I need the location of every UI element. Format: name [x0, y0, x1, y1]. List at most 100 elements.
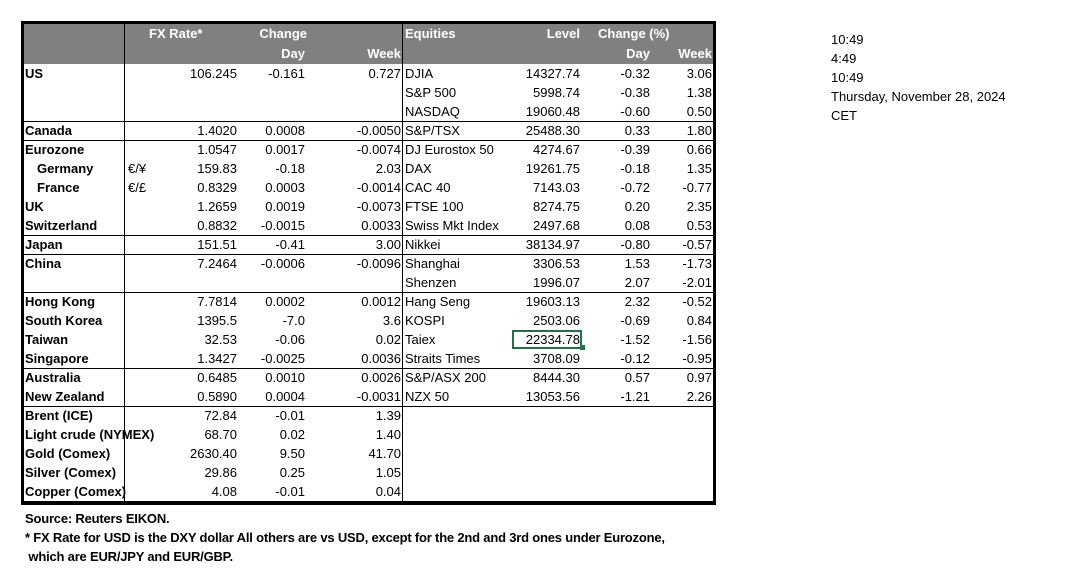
fx-change-day[interactable]: 0.0017	[265, 142, 305, 157]
fx-change-week[interactable]	[307, 273, 402, 292]
fx-change-week[interactable]: -0.0050	[356, 123, 401, 138]
equity-change-day[interactable]: -0.32	[620, 66, 650, 81]
equity-change-week[interactable]: -1.73	[682, 256, 712, 271]
fx-change-week[interactable]: -0.0014	[356, 180, 401, 195]
row-symbol[interactable]	[124, 387, 161, 406]
equity-name[interactable]: Shenzen	[402, 273, 512, 292]
fx-change-day[interactable]: -0.161	[268, 66, 305, 81]
fx-change-week[interactable]	[307, 102, 402, 121]
fx-change-day[interactable]: -0.0015	[260, 218, 305, 233]
equity-change-day[interactable]: -0.12	[620, 351, 650, 366]
equity-name[interactable]: NZX 50	[402, 387, 512, 406]
row-name[interactable]: Japan	[25, 237, 63, 252]
equity-name[interactable]: DAX	[402, 159, 512, 178]
fx-change-day[interactable]: 0.25	[279, 465, 305, 480]
equity-level[interactable]: 19603.13	[525, 294, 580, 309]
fx-change-week[interactable]: 0.727	[368, 66, 401, 81]
fx-rate[interactable]	[161, 102, 239, 121]
fx-rate[interactable]: 0.8832	[197, 218, 237, 233]
fx-change-day[interactable]: -7.0	[282, 313, 305, 328]
fx-rate[interactable]: 106.245	[190, 66, 237, 81]
row-name[interactable]	[24, 102, 124, 121]
row-symbol[interactable]	[124, 64, 161, 83]
equity-change-week[interactable]: -0.52	[682, 294, 712, 309]
equity-change-day[interactable]: 0.08	[624, 218, 650, 233]
equity-name[interactable]: Straits Times	[402, 349, 512, 368]
equity-name[interactable]: CAC 40	[402, 178, 512, 197]
equity-change-week[interactable]: -0.77	[682, 180, 712, 195]
equity-change-day[interactable]: 2.07	[624, 275, 650, 290]
equity-level[interactable]: 3708.09	[533, 351, 580, 366]
equity-name[interactable]: NASDAQ	[402, 102, 512, 121]
equity-change-day[interactable]: 1.53	[624, 256, 650, 271]
equity-change-week[interactable]: 0.66	[686, 142, 712, 157]
fx-change-week[interactable]: 41.70	[368, 446, 401, 461]
row-name[interactable]: Singapore	[25, 351, 89, 366]
equity-level[interactable]: 25488.30	[525, 123, 580, 138]
equity-change-week[interactable]	[652, 482, 713, 501]
fx-rate[interactable]: 159.83	[197, 161, 237, 176]
row-symbol[interactable]	[124, 330, 161, 349]
equity-level[interactable]: 8274.75	[533, 199, 580, 214]
fx-change-week[interactable]: 3.6	[382, 313, 401, 328]
equity-level[interactable]: 8444.30	[533, 370, 580, 385]
fx-rate[interactable]: 7.7814	[197, 294, 237, 309]
fx-rate[interactable]: 1.0547	[197, 142, 237, 157]
fx-rate[interactable]: 68.70	[204, 427, 237, 442]
row-name[interactable]: New Zealand	[25, 389, 105, 404]
fx-rate[interactable]: 1.2659	[197, 199, 237, 214]
equity-change-week[interactable]: -0.57	[682, 237, 712, 252]
row-name[interactable]: China	[25, 256, 62, 271]
equity-level[interactable]	[512, 463, 582, 482]
row-symbol[interactable]	[124, 349, 161, 368]
row-name[interactable]	[24, 83, 124, 102]
fx-change-day[interactable]: 0.0008	[265, 123, 305, 138]
fx-rate[interactable]: 72.84	[204, 408, 237, 423]
equity-name[interactable]	[402, 444, 512, 463]
row-symbol[interactable]	[124, 369, 161, 387]
fx-rate[interactable]: 4.08	[211, 484, 237, 499]
fx-change-day[interactable]	[239, 83, 307, 102]
equity-name[interactable]: Hang Seng	[402, 293, 512, 311]
fx-rate[interactable]: 1.4020	[197, 123, 237, 138]
equity-level[interactable]: 7143.03	[533, 180, 580, 195]
fx-change-week[interactable]: 0.0026	[361, 370, 401, 385]
equity-change-day[interactable]	[582, 444, 652, 463]
fx-change-day[interactable]	[239, 102, 307, 121]
row-symbol[interactable]: €/¥	[124, 159, 161, 178]
equity-name[interactable]: Nikkei	[402, 236, 512, 254]
equity-change-day[interactable]: -1.21	[620, 389, 650, 404]
equity-change-day[interactable]: 0.20	[624, 199, 650, 214]
fx-rate[interactable]: 151.51	[197, 237, 237, 252]
row-symbol[interactable]	[124, 273, 161, 292]
fx-change-day[interactable]: -0.01	[275, 484, 305, 499]
equity-level[interactable]	[512, 444, 582, 463]
equity-change-day[interactable]: -0.39	[620, 142, 650, 157]
equity-change-week[interactable]: 0.97	[686, 370, 712, 385]
equity-level[interactable]: 2497.68	[533, 218, 580, 233]
row-name[interactable]: Australia	[25, 370, 81, 385]
equity-change-week[interactable]: -0.95	[682, 351, 712, 366]
equity-name[interactable]: DJ Eurostox 50	[402, 141, 512, 159]
row-name[interactable]: Copper (Comex)	[25, 484, 127, 499]
row-symbol[interactable]: €/£	[124, 178, 161, 197]
equity-level[interactable]	[512, 425, 582, 444]
fx-change-week[interactable]: 0.04	[375, 484, 401, 499]
row-name[interactable]: Switzerland	[25, 218, 98, 233]
equity-name[interactable]: FTSE 100	[402, 197, 512, 216]
fx-change-day[interactable]: 9.50	[279, 446, 305, 461]
fx-change-day[interactable]: -0.0025	[260, 351, 305, 366]
fx-change-week[interactable]: 1.05	[375, 465, 401, 480]
equity-change-week[interactable]: 0.84	[686, 313, 712, 328]
equity-level[interactable]: 13053.56	[525, 389, 580, 404]
fx-change-day[interactable]: -0.18	[275, 161, 305, 176]
row-symbol[interactable]	[124, 197, 161, 216]
row-symbol[interactable]	[124, 83, 161, 102]
equity-level[interactable]	[512, 482, 582, 501]
equity-change-week[interactable]: 2.26	[686, 389, 712, 404]
equity-change-week[interactable]: 2.35	[686, 199, 712, 214]
fx-change-day[interactable]	[239, 273, 307, 292]
equity-change-day[interactable]: -0.72	[620, 180, 650, 195]
row-symbol[interactable]	[124, 311, 161, 330]
row-name[interactable]: Germany	[37, 161, 94, 176]
